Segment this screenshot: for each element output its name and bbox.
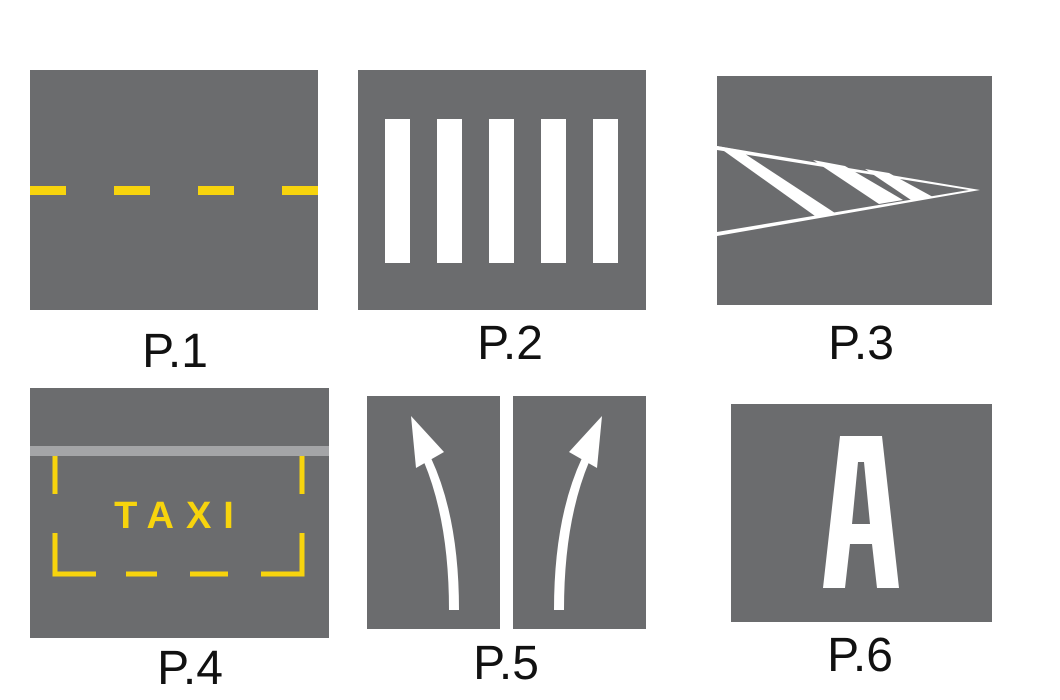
arrow-shaft (424, 458, 459, 610)
chevron-hatch (717, 146, 835, 216)
dash (30, 186, 66, 195)
taxi-bay-graphic: TAXI (30, 446, 329, 577)
panel-p6-letter-marking (731, 404, 992, 622)
panel-p5-left-arrow (367, 396, 500, 629)
label-p4: P.4 (157, 642, 223, 695)
curb-line (30, 446, 329, 456)
taxi-text: TAXI (114, 495, 246, 537)
chevron-outline (717, 146, 980, 236)
label-p3: P.3 (828, 317, 894, 370)
dash (282, 186, 318, 195)
bay-corner (261, 533, 305, 577)
chevron-hatch (813, 160, 903, 204)
zebra-stripe (437, 119, 462, 263)
dashed-line-graphic (30, 186, 318, 195)
label-p2: P.2 (477, 317, 543, 370)
label-p6: P.6 (827, 629, 893, 682)
bay-corner (52, 533, 96, 577)
chevron-area-graphic (717, 146, 980, 236)
zebra-stripe (541, 119, 566, 263)
letter-a-graphic (823, 436, 899, 588)
panel-p3-chevron-area (717, 76, 992, 305)
zebra-stripe (593, 119, 618, 263)
panel-p4-taxi-stand: TAXI (30, 388, 329, 638)
arrow-shaft (554, 458, 589, 610)
letter-a-shape (823, 436, 899, 588)
panel-p1-dashed-line (30, 70, 318, 310)
panel-p2-zebra-crossing (358, 70, 646, 310)
label-p1: P.1 (142, 325, 208, 378)
chevron-hatch (865, 169, 933, 200)
curved-arrow-up-left-icon (411, 416, 459, 610)
label-p5: P.5 (473, 637, 539, 690)
dash (198, 186, 234, 195)
zebra-stripe (489, 119, 514, 263)
zebra-stripe (385, 119, 410, 263)
arrow-head (569, 416, 602, 468)
dash (114, 186, 150, 195)
arrow-head (411, 416, 444, 468)
zebra-crossing-graphic (385, 119, 618, 263)
panel-p5-right-arrow (513, 396, 646, 629)
curved-arrow-up-right-icon (554, 416, 602, 610)
